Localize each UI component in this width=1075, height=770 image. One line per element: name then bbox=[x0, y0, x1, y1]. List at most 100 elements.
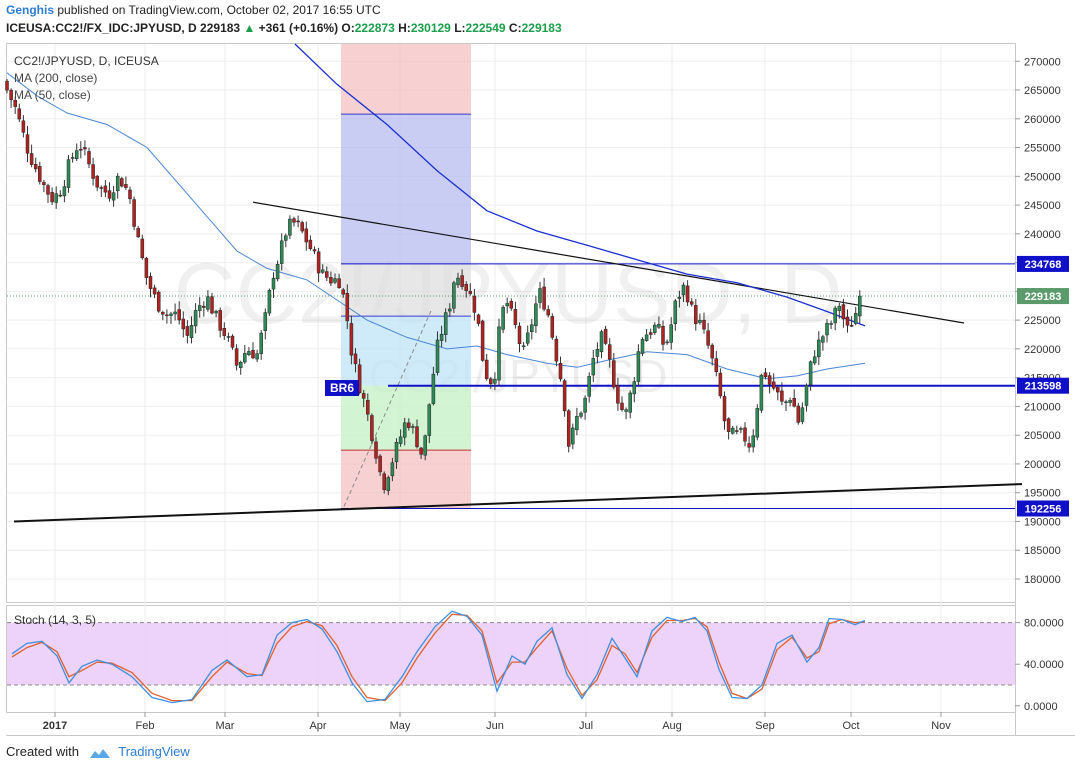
candle-body bbox=[124, 184, 128, 188]
candle-body bbox=[107, 190, 112, 199]
stochastic-pane: 80.0000 40.0000 0.0000 bbox=[7, 610, 1064, 713]
candle-body bbox=[66, 159, 71, 188]
candle-body bbox=[812, 356, 817, 364]
ma50-line bbox=[6, 72, 866, 380]
fib-zone-blue bbox=[341, 316, 471, 386]
y-tick-label: 195000 bbox=[1024, 488, 1061, 500]
open-value: 222873 bbox=[354, 21, 395, 35]
fib-projection-box[interactable] bbox=[341, 44, 471, 509]
candle-body bbox=[575, 416, 579, 431]
candle-body bbox=[370, 415, 374, 441]
candle-body bbox=[591, 358, 596, 376]
tradingview-brand-link[interactable]: TradingView bbox=[118, 744, 190, 759]
candle-body bbox=[202, 305, 206, 308]
candle-body bbox=[669, 324, 673, 343]
drawing-lines[interactable] bbox=[7, 201, 1023, 523]
candle-body bbox=[185, 326, 190, 336]
candle-body bbox=[800, 407, 805, 422]
footer: Created with TradingView bbox=[6, 744, 190, 759]
fib-zone-top bbox=[341, 44, 471, 115]
candle-body bbox=[612, 360, 616, 388]
symbol-name: ICEUSA:CC2!/FX_IDC:JPYUSD, D bbox=[6, 21, 197, 35]
candle-body bbox=[714, 358, 719, 373]
publish-text: published on TradingView.com, October 02… bbox=[57, 3, 381, 17]
candle-body bbox=[780, 390, 784, 402]
candle-body bbox=[226, 336, 231, 338]
br6-label-box[interactable] bbox=[325, 380, 359, 396]
candle-body bbox=[267, 290, 272, 314]
low-label: L: bbox=[454, 21, 466, 35]
candle-body bbox=[542, 286, 546, 310]
candle-body bbox=[394, 442, 399, 463]
stoch-tick-label: 80.0000 bbox=[1024, 618, 1064, 630]
y-tick-label: 210000 bbox=[1024, 401, 1061, 413]
candle-body bbox=[83, 147, 87, 150]
x-tick-label: 2017 bbox=[43, 720, 67, 732]
y-tick-label: 270000 bbox=[1024, 56, 1061, 68]
candle-body bbox=[653, 324, 657, 333]
candle-body bbox=[58, 194, 63, 197]
candle-body bbox=[833, 307, 837, 324]
watermark-text: CC2!/JPYUSD, D bbox=[173, 246, 842, 342]
candle-body bbox=[390, 462, 395, 477]
price-labels: 234768 229183 213598 192256 bbox=[1017, 255, 1069, 517]
candle-body bbox=[279, 240, 284, 264]
candle-body bbox=[460, 275, 464, 287]
candle-body bbox=[156, 291, 161, 312]
trendline bbox=[13, 483, 1023, 523]
author-name[interactable]: Genghis bbox=[6, 3, 55, 17]
candle-body bbox=[562, 380, 567, 412]
open-label: O: bbox=[341, 21, 355, 35]
grid bbox=[7, 44, 1015, 712]
candle-body bbox=[218, 310, 222, 331]
candle-body bbox=[189, 325, 194, 339]
candle-body bbox=[144, 257, 149, 278]
candle-body bbox=[685, 285, 690, 303]
legend-ma200[interactable]: MA (200, close) bbox=[14, 71, 97, 85]
candle-body bbox=[595, 349, 600, 357]
candle-body bbox=[427, 404, 432, 436]
up-arrow-icon: ▲ bbox=[243, 21, 256, 35]
candle-body bbox=[353, 353, 358, 365]
y-tick-label: 255000 bbox=[1024, 143, 1061, 155]
candle-body bbox=[776, 387, 780, 393]
candle-body bbox=[288, 218, 292, 236]
candle-body bbox=[148, 276, 153, 289]
fib-zone-bottom bbox=[341, 450, 471, 509]
stoch-title[interactable]: Stoch (14, 3, 5) bbox=[14, 613, 96, 627]
y-tick-label: 225000 bbox=[1024, 315, 1061, 327]
x-tick-label: Jun bbox=[486, 720, 504, 732]
candle-body bbox=[759, 374, 764, 411]
candle-body bbox=[722, 396, 727, 422]
price-label-text: 234768 bbox=[1025, 259, 1062, 271]
candle-body bbox=[255, 353, 259, 360]
candle-body bbox=[247, 351, 251, 356]
candle-body bbox=[484, 359, 489, 379]
candle-body bbox=[571, 427, 575, 445]
candle-body bbox=[648, 332, 653, 335]
stoch-band bbox=[7, 622, 1015, 685]
candle-body bbox=[661, 326, 665, 345]
candle-body bbox=[415, 426, 419, 448]
low-value: 222549 bbox=[465, 21, 506, 35]
candle-body bbox=[382, 473, 386, 491]
x-tick-label: Jul bbox=[579, 720, 593, 732]
candle-body bbox=[284, 235, 288, 241]
candle-body bbox=[210, 296, 214, 314]
candle-body bbox=[497, 326, 501, 381]
y-tick-label: 265000 bbox=[1024, 85, 1061, 97]
candle-body bbox=[46, 185, 50, 195]
candle-body bbox=[489, 378, 493, 384]
time-axis[interactable]: 2017 Feb Mar Apr May Jun Jul Aug Sep Oct Nov bbox=[43, 712, 952, 732]
candle-body bbox=[230, 335, 235, 348]
candle-body bbox=[640, 339, 645, 354]
candle-body bbox=[538, 288, 542, 303]
x-tick-label: Sep bbox=[755, 720, 775, 732]
candle-body bbox=[550, 316, 555, 338]
candle-body bbox=[792, 397, 796, 407]
candle-body bbox=[341, 289, 345, 295]
candle-body bbox=[120, 178, 124, 187]
legend-ma50[interactable]: MA (50, close) bbox=[14, 88, 91, 102]
candle-body bbox=[771, 381, 776, 389]
